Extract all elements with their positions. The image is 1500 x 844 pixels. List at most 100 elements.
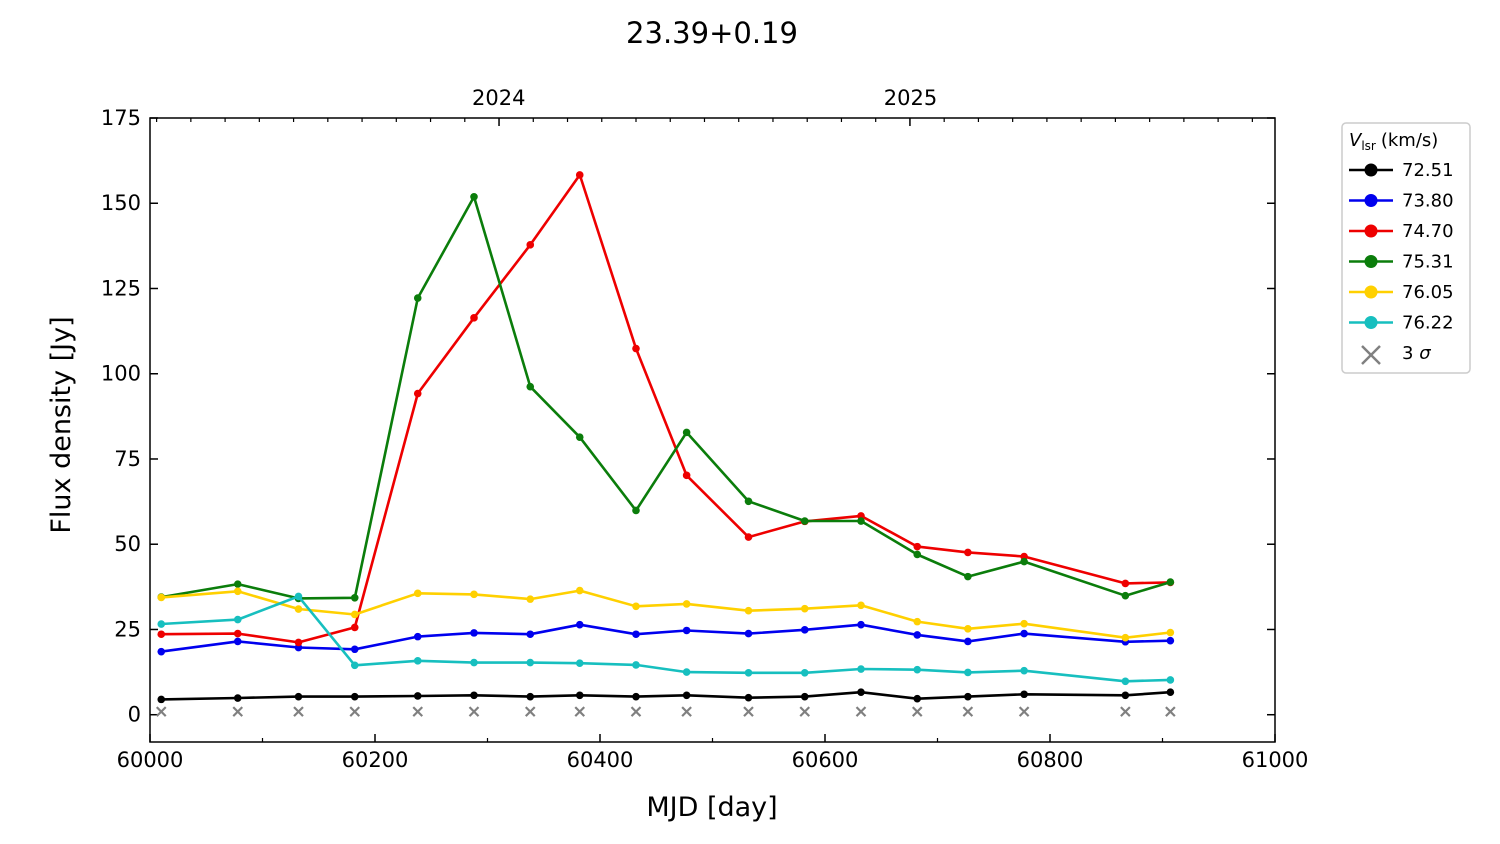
data-point <box>526 382 535 391</box>
data-point <box>413 632 422 641</box>
sigma-marker <box>743 706 754 717</box>
data-point <box>413 692 422 700</box>
data-point <box>233 580 242 588</box>
data-point <box>470 314 478 322</box>
sigma-marker <box>1165 706 1176 717</box>
data-point <box>632 344 640 353</box>
data-point <box>632 692 640 701</box>
legend-label: 74.70 <box>1402 221 1454 242</box>
data-point <box>1121 591 1130 600</box>
data-point <box>744 629 753 638</box>
top-year-axis: 2024 2025 <box>156 86 1253 126</box>
legend-sigma-number: 3 <box>1402 343 1413 364</box>
sigma-marker <box>962 706 974 717</box>
sigma-marker <box>799 706 811 717</box>
data-point <box>857 665 865 673</box>
data-point <box>800 668 809 677</box>
y-tick-label: 75 <box>114 447 141 471</box>
data-point <box>913 550 922 559</box>
data-point <box>233 615 242 624</box>
sigma-marker <box>412 706 424 717</box>
data-point <box>1020 557 1028 566</box>
data-point <box>413 389 422 398</box>
data-point <box>682 626 691 635</box>
sigma-marker <box>524 706 536 717</box>
data-point <box>350 692 359 701</box>
series-line-75.31 <box>161 195 1171 600</box>
legend-marker <box>1364 285 1378 299</box>
data-point <box>294 605 303 613</box>
data-point <box>800 604 809 613</box>
data-point <box>913 665 922 674</box>
data-point <box>350 610 359 619</box>
legend-marker <box>1364 224 1378 238</box>
data-point <box>575 171 584 179</box>
sigma-marker <box>293 706 304 717</box>
data-point <box>800 692 809 701</box>
legend: Vlsr (km/s) 72.51 73.80 74.70 75.31 76.05 76.2… <box>1341 122 1471 374</box>
data-point <box>1166 676 1175 684</box>
top-tick-label: 2024 <box>472 86 525 110</box>
y-axis: 0 25 50 75 100 125 150 175 <box>101 106 1275 727</box>
data-point <box>964 572 972 581</box>
data-point <box>233 629 242 638</box>
data-point <box>1020 619 1028 628</box>
data-point <box>233 694 242 702</box>
data-point <box>1166 636 1175 645</box>
sigma-marker <box>630 706 642 717</box>
x-tick-label: 60600 <box>792 748 859 772</box>
data-point <box>350 645 359 654</box>
data-point <box>913 631 922 639</box>
data-point <box>157 630 166 639</box>
data-point <box>575 586 584 595</box>
y-tick-label: 150 <box>101 191 141 215</box>
data-point <box>157 593 166 602</box>
data-point <box>526 241 535 249</box>
data-point <box>350 661 359 670</box>
data-point <box>744 606 753 615</box>
legend-marker <box>1364 163 1378 177</box>
data-point <box>233 637 242 646</box>
data-point <box>964 624 972 633</box>
data-point <box>1020 690 1028 699</box>
data-point <box>157 620 166 628</box>
data-point <box>857 601 865 610</box>
data-point <box>157 695 166 704</box>
data-point <box>913 694 922 703</box>
data-point <box>913 542 922 551</box>
legend-label: 76.22 <box>1402 313 1454 334</box>
legend-title: Vlsr (km/s) <box>1349 130 1438 153</box>
data-point <box>526 692 535 701</box>
sigma-marker <box>349 706 361 717</box>
y-tick-label: 175 <box>101 106 141 130</box>
x-tick-label: 60800 <box>1017 748 1084 772</box>
series-line-73.80 <box>161 623 1171 653</box>
data-point <box>470 629 478 637</box>
data-point <box>1166 688 1175 697</box>
legend-marker <box>1364 316 1378 329</box>
legend-frame <box>1341 122 1471 374</box>
data-point <box>682 691 691 700</box>
data-point <box>350 623 359 632</box>
data-point <box>682 600 691 608</box>
data-point <box>913 617 922 626</box>
data-point <box>964 548 972 557</box>
data-point <box>526 595 535 603</box>
legend-items: 72.51 73.80 74.70 75.31 76.05 76.22 <box>1349 160 1454 334</box>
series-line-72.51 <box>161 690 1171 701</box>
data-point <box>632 602 640 611</box>
data-point <box>682 471 691 480</box>
data-point <box>1166 578 1175 586</box>
data-point <box>744 668 753 677</box>
x-tick-label: 61000 <box>1242 748 1309 772</box>
x-tick-label: 60400 <box>567 748 634 772</box>
data-point <box>233 587 242 596</box>
data-point <box>575 620 584 629</box>
y-tick-label: 25 <box>114 617 141 641</box>
data-point <box>632 661 640 669</box>
data-point <box>964 637 972 646</box>
data-point <box>470 590 478 599</box>
data-point <box>964 668 972 677</box>
data-point <box>1020 629 1028 638</box>
sigma-marker <box>1018 706 1030 717</box>
